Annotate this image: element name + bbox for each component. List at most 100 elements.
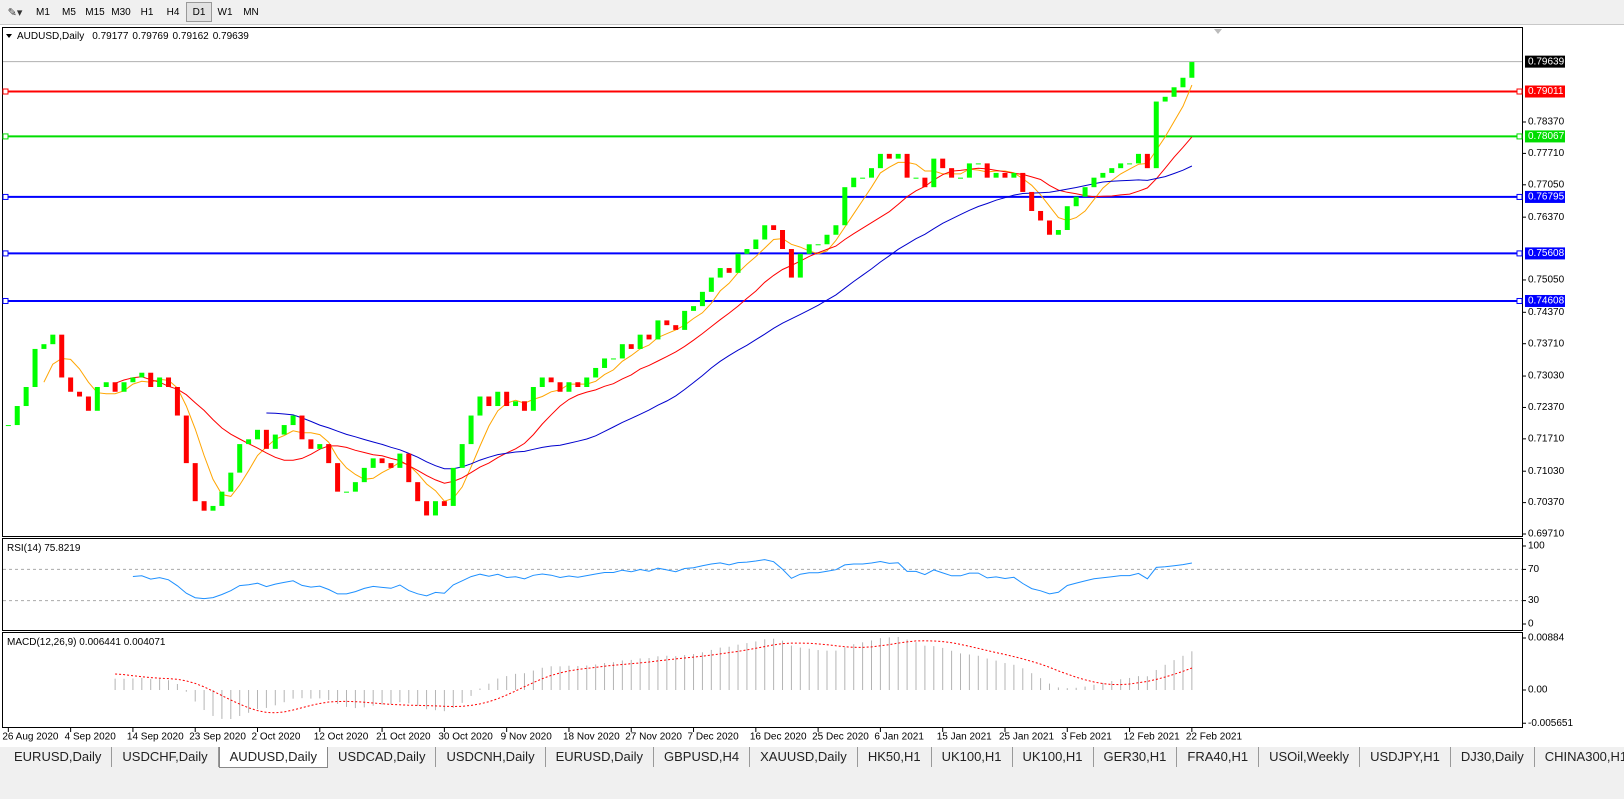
level-label-bg [1525, 294, 1565, 307]
candle [895, 153, 901, 159]
chart-tab[interactable]: UK100,H1 [931, 747, 1013, 767]
level-handle [2, 250, 9, 257]
candle [85, 396, 91, 411]
candle [984, 163, 990, 178]
y-tick-label: 0.69710 [1528, 529, 1565, 540]
candle [432, 501, 438, 516]
candle [130, 377, 136, 383]
chart-tab[interactable]: USDCAD,Daily [328, 747, 437, 767]
level-label-bg [1525, 247, 1565, 260]
macd-panel [2, 632, 1523, 728]
timeframe-button[interactable]: M1 [36, 7, 50, 18]
timeframe-button[interactable]: H4 [166, 7, 180, 18]
chart-tab[interactable]: XAUUSD,Daily [750, 747, 858, 767]
candle [513, 401, 519, 407]
x-tick-label: 15 Jan 2021 [937, 732, 992, 743]
candle [735, 253, 741, 273]
chart-tab[interactable]: USOil,Weekly [1259, 747, 1361, 767]
candle [32, 348, 38, 387]
level-handle [1516, 133, 1523, 140]
x-tick-label: 4 Sep 2020 [65, 732, 117, 743]
candle [290, 415, 296, 426]
candle [975, 163, 981, 165]
candle [1055, 230, 1061, 235]
rsi-header: RSI(14) 75.8219 [7, 543, 81, 554]
chart-tab[interactable]: DJ30,Daily [1450, 747, 1535, 767]
candle [824, 234, 830, 245]
candle [219, 491, 225, 506]
candle [1064, 206, 1070, 231]
candle [299, 415, 305, 440]
timeframe-button[interactable]: MN [243, 7, 259, 18]
x-tick-label: 30 Oct 2020 [438, 732, 493, 743]
ohlc-value: 0.79639 [213, 31, 250, 42]
candle [486, 396, 492, 407]
candle [530, 386, 536, 411]
chart-tab[interactable]: GER30,H1 [1093, 747, 1178, 767]
timeframe-button[interactable]: D1 [186, 2, 212, 22]
chart-tab[interactable]: UK100,H1 [1012, 747, 1094, 767]
level-handle [2, 88, 9, 95]
candle [753, 239, 759, 250]
chart-tab[interactable]: USDJPY,H1 [1360, 747, 1451, 767]
candle [5, 425, 11, 427]
chart-tab[interactable]: USDCNH,Daily [436, 747, 546, 767]
chart-tab[interactable]: EURUSD,Daily [545, 747, 654, 767]
candle [584, 377, 590, 387]
candle [201, 501, 207, 511]
candle [1073, 196, 1079, 207]
candle [361, 467, 367, 483]
timeframe-button[interactable]: M30 [111, 7, 131, 18]
candle [806, 244, 812, 254]
candle [699, 291, 705, 307]
moving-average [266, 165, 1193, 470]
chart-tab[interactable]: HK50,H1 [857, 747, 932, 767]
timeframe-button[interactable]: W1 [217, 7, 233, 18]
y-tick-label: 0.76370 [1528, 212, 1565, 223]
panel-arrow [6, 34, 12, 38]
candle [415, 482, 421, 502]
candle [1171, 87, 1177, 97]
candle [610, 358, 616, 360]
candle [575, 382, 581, 387]
candle [41, 344, 47, 349]
candle [504, 391, 510, 407]
chart-tabs: EURUSD,Daily USDCHF,Daily AUDUSD,Daily USDC… [4, 747, 1624, 768]
candle [397, 453, 403, 468]
chart-tab[interactable]: CHINA300,H1 [1534, 747, 1624, 767]
chart-tab[interactable]: EURUSD,Daily [4, 747, 113, 767]
timeframe-button[interactable]: M5 [62, 7, 76, 18]
x-tick-label: 22 Feb 2021 [1186, 732, 1243, 743]
chart-tab[interactable]: GBPUSD,H4 [653, 747, 751, 767]
timeframe-button[interactable]: M15 [85, 7, 105, 18]
y-tick-label: 0.72370 [1528, 402, 1565, 413]
timeframe-button[interactable]: H1 [140, 7, 154, 18]
chart-tab[interactable]: AUDUSD,Daily [218, 747, 329, 768]
candle [477, 396, 483, 416]
candle [246, 439, 252, 445]
chart-tab[interactable]: USDCHF,Daily [112, 747, 219, 767]
symbol: AUDUSD,Daily [17, 31, 84, 42]
y-tick-label: 0.73030 [1528, 371, 1565, 382]
level-label: 0.76795 [1528, 192, 1565, 203]
level-label: 0.79011 [1528, 86, 1564, 97]
y-tick-label: 0.71710 [1528, 433, 1565, 444]
candle [548, 377, 554, 383]
candle [326, 444, 332, 464]
y-tick-label: 0.00884 [1528, 633, 1565, 644]
y-tick-label: 0.75050 [1528, 275, 1565, 286]
shift-marker [1214, 29, 1222, 34]
y-tick-label: 0 [1528, 619, 1534, 630]
macd-signal [115, 640, 1193, 714]
toolbar-icon[interactable]: ✎▾ [7, 6, 23, 19]
candle [833, 225, 839, 235]
level-handle [2, 133, 9, 140]
candle [628, 344, 634, 349]
candle [1109, 168, 1115, 173]
candle [139, 372, 145, 378]
level-label: 0.74608 [1528, 296, 1565, 307]
chart-tab[interactable]: FRA40,H1 [1177, 747, 1260, 767]
y-tick-label: 0.78370 [1528, 117, 1565, 128]
level-label: 0.75608 [1528, 248, 1565, 259]
